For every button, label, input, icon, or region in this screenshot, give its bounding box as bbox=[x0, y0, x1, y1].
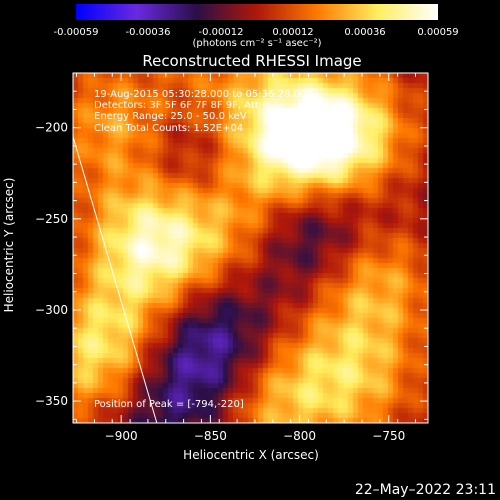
solar-limb-line bbox=[72, 136, 158, 424]
heatmap-image bbox=[73, 73, 428, 423]
annotation-detectors: Detectors: 3F 5F 6F 7F 8F 9F, Att 0 bbox=[94, 100, 268, 111]
annotation-energy: Energy Range: 25.0 - 50.0 keV bbox=[94, 111, 247, 122]
annotation-clean: Clean Total Counts: 1.52E+04 bbox=[94, 123, 243, 134]
y-tick-label: −300 bbox=[35, 303, 68, 317]
chart-title: Reconstructed RHESSI Image bbox=[142, 52, 362, 70]
plot-frame bbox=[72, 72, 429, 424]
y-axis-label: Heliocentric Y (arcsec) bbox=[2, 177, 16, 313]
x-tick-label: −850 bbox=[194, 429, 227, 443]
y-tick-label: −250 bbox=[35, 212, 68, 226]
peak-label: Position of Peak = [-794,-220] bbox=[94, 399, 244, 410]
y-tick-label: −350 bbox=[35, 394, 68, 408]
y-tick-label: −200 bbox=[35, 121, 68, 135]
colorbar-unit: (photons cm⁻² s⁻¹ asec⁻²) bbox=[192, 38, 322, 49]
colorbar-tick-label: 0.00059 bbox=[417, 27, 459, 38]
colorbar-tick-label: 0.00012 bbox=[272, 27, 314, 38]
colorbar-tick-label: 0.00036 bbox=[344, 27, 386, 38]
x-tick-label: −800 bbox=[283, 429, 316, 443]
x-tick-label: −750 bbox=[372, 429, 405, 443]
colorbar bbox=[76, 4, 438, 20]
colorbar-tick-label: -0.00059 bbox=[53, 27, 99, 38]
x-axis-label: Heliocentric X (arcsec) bbox=[183, 448, 319, 462]
plot-timestamp: 22–May–2022 23:11 bbox=[354, 482, 496, 498]
colorbar-tick-label: -0.00036 bbox=[125, 27, 171, 38]
x-tick-label: −900 bbox=[105, 429, 138, 443]
colorbar-tick-label: -0.00012 bbox=[198, 27, 244, 38]
annotation-time: 19-Aug-2015 05:30:28.000 to 05:36:28.000 bbox=[94, 89, 313, 100]
